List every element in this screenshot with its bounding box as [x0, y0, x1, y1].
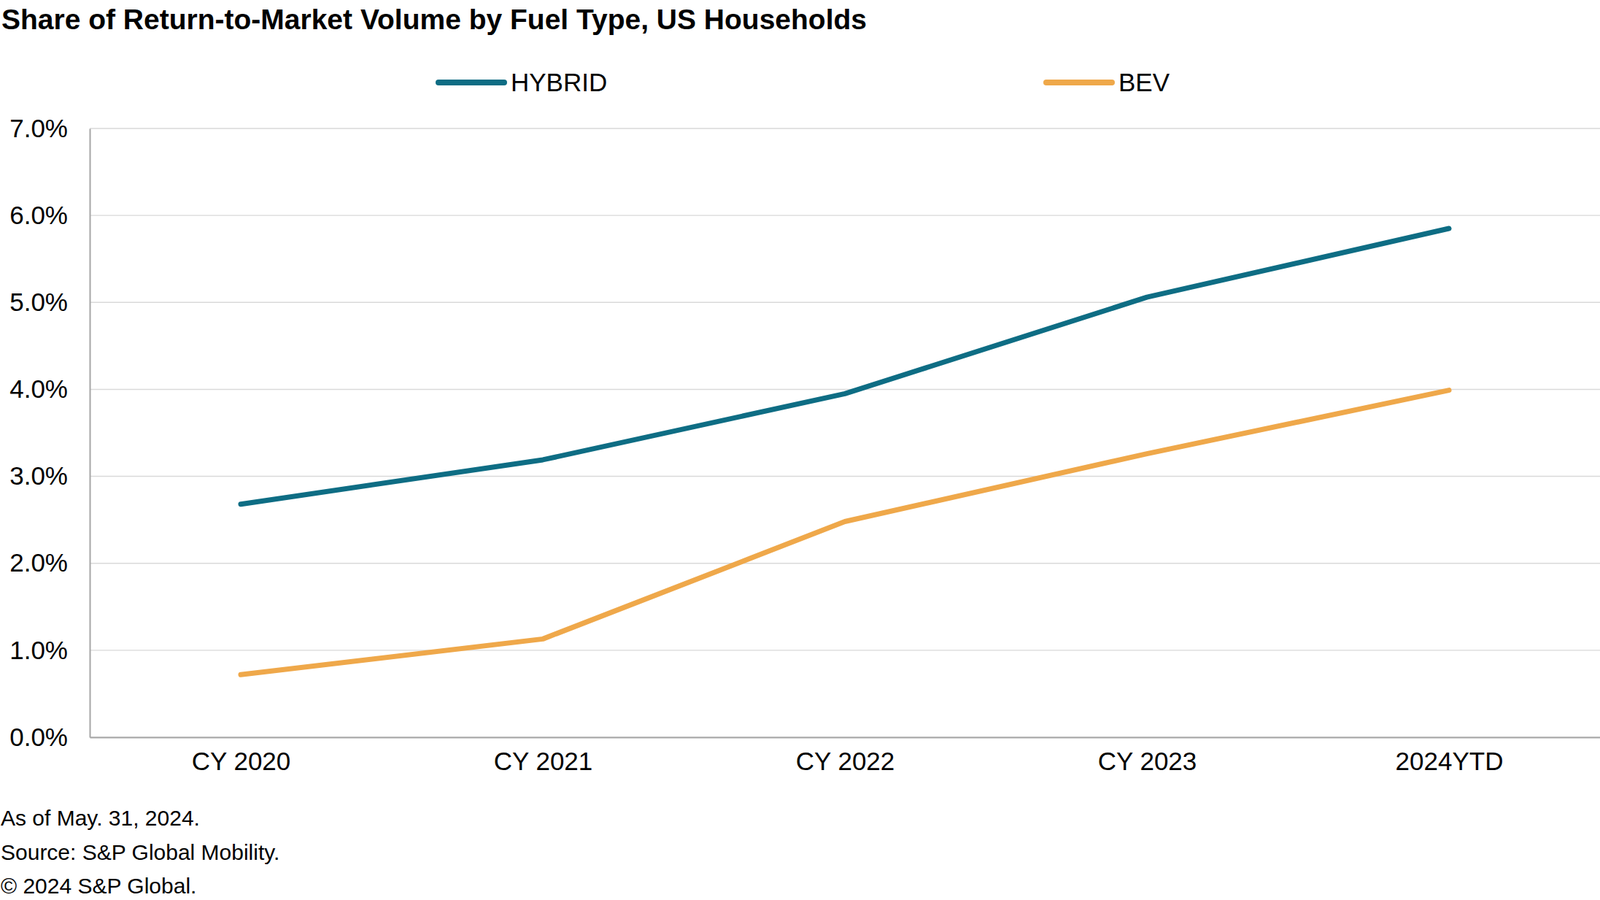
series-line	[240, 228, 1449, 505]
x-tick: CY 2023	[1098, 736, 1198, 775]
y-tick-label: 6.0%	[9, 200, 68, 230]
y-tick-label: 4.0%	[9, 374, 68, 403]
y-tick: 4.0%	[9, 374, 90, 403]
x-tick-label: CY 2023	[1098, 746, 1198, 775]
x-tick: CY 2021	[493, 736, 594, 775]
legend-label: HYBRID	[510, 67, 608, 97]
x-tick-label: CY 2021	[493, 746, 594, 775]
grid-line	[89, 388, 1600, 390]
grid	[89, 128, 1600, 737]
grid-line	[89, 649, 1600, 651]
legend-item: BEV	[1046, 67, 1171, 97]
y-tick: 1.0%	[9, 635, 90, 664]
footnote: Source: S&P Global Mobility.	[0, 839, 280, 864]
footnote: © 2024 S&P Global.	[0, 873, 197, 898]
x-tick: 2024YTD	[1395, 736, 1504, 775]
legend: HYBRID BEV	[438, 67, 1171, 97]
legend-swatch	[1046, 79, 1112, 86]
x-tick: CY 2022	[795, 736, 896, 775]
footnote: As of May. 31, 2024.	[0, 805, 200, 830]
y-tick: 7.0%	[9, 113, 90, 143]
plot-area	[240, 228, 1449, 675]
y-tick-label: 0.0%	[9, 722, 68, 751]
y-tick-label: 5.0%	[9, 287, 68, 316]
y-tick-label: 3.0%	[9, 461, 68, 490]
grid-line	[89, 736, 1600, 737]
y-tick-label: 2.0%	[9, 547, 68, 577]
series-line	[240, 390, 1449, 675]
footnotes: As of May. 31, 2024. Source: S&P Global M…	[0, 805, 280, 898]
y-tick: 6.0%	[9, 200, 90, 230]
chart: Share of Return-to-Market Volume by Fuel…	[0, 0, 1600, 900]
grid-line	[89, 475, 1600, 477]
legend-swatch	[438, 79, 505, 86]
title: Share of Return-to-Market Volume by Fuel…	[1, 3, 867, 36]
x-tick: CY 2020	[191, 736, 292, 775]
y-tick: 0.0%	[9, 722, 90, 751]
legend-label: BEV	[1118, 67, 1171, 97]
grid-line	[89, 302, 1600, 303]
grid-line	[89, 562, 1600, 564]
grid-line	[89, 214, 1600, 216]
x-tick-label: 2024YTD	[1395, 746, 1504, 775]
y-tick: 2.0%	[9, 547, 90, 577]
x-axis-line	[90, 736, 1600, 739]
y-tick-label: 1.0%	[9, 635, 68, 664]
y-tick-label: 7.0%	[9, 113, 68, 143]
grid-line	[89, 127, 1600, 129]
y-tick: 5.0%	[9, 287, 90, 316]
x-axis: CY 2020 CY 2021 CY 2022 CY 2023 2024YTD	[90, 736, 1600, 775]
y-axis: 0.0% 1.0% 2.0% 3.0% 4.0% 5.0% 6.0% 7.0%	[9, 113, 90, 751]
x-tick-label: CY 2020	[191, 746, 292, 775]
y-axis-line	[89, 129, 92, 738]
x-tick-label: CY 2022	[795, 746, 896, 775]
legend-item: HYBRID	[438, 67, 608, 97]
y-tick: 3.0%	[9, 461, 90, 490]
